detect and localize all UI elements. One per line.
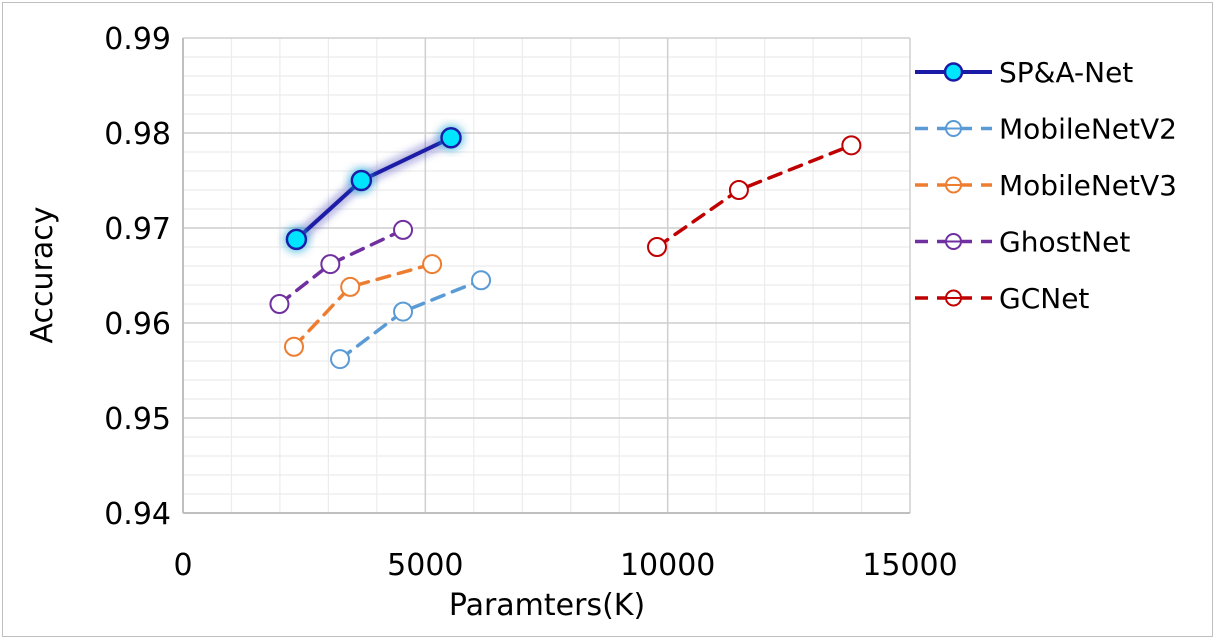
series-line-sp-a-net xyxy=(294,135,454,242)
legend-entry-ghostnet: GhostNet xyxy=(915,226,1130,259)
data-point-sp-a-net xyxy=(285,228,308,251)
data-point-mobilenetv3 xyxy=(283,336,304,357)
grid xyxy=(182,37,911,514)
legend-label: GCNet xyxy=(999,282,1089,315)
series-mobilenetv2 xyxy=(330,270,492,370)
legend-entry-sp-a-net: SP&A-Net xyxy=(915,56,1133,89)
data-point-gcnet xyxy=(647,237,668,257)
legend-label: GhostNet xyxy=(999,226,1130,259)
series-sp-a-net xyxy=(285,127,462,251)
data-point-ghostnet xyxy=(393,219,414,240)
x-tick-label: 5000 xyxy=(387,548,463,583)
tick-labels: 0.94 0.95 0.96 0.97 0.98 0.99 0 5000 10000 15000 xyxy=(104,22,958,583)
data-point-sp-a-net xyxy=(350,169,373,192)
x-axis-title: Paramters(K) xyxy=(449,588,645,623)
legend-entry-gcnet: GCNet xyxy=(915,282,1089,315)
y-tick-label: 0.99 xyxy=(104,22,171,57)
data-point-gcnet xyxy=(841,135,862,156)
legend-label: MobileNetV2 xyxy=(999,113,1177,146)
x-tick-label: 0 xyxy=(173,548,192,583)
series-line-gcnet xyxy=(655,143,854,249)
legend-label: SP&A-Net xyxy=(999,56,1133,89)
series-ghostnet xyxy=(269,219,414,314)
x-tick-label: 10000 xyxy=(620,548,715,583)
data-point-mobilenetv3 xyxy=(340,276,361,297)
series-line-mobilenetv3 xyxy=(292,262,434,349)
series-gcnet xyxy=(647,135,862,257)
y-tick-label: 0.97 xyxy=(104,212,171,247)
y-tick-label: 0.94 xyxy=(104,497,171,532)
x-tick-label: 15000 xyxy=(862,548,957,583)
y-tick-label: 0.98 xyxy=(104,117,171,152)
data-point-ghostnet xyxy=(320,254,341,275)
data-point-mobilenetv3 xyxy=(422,254,443,275)
legend-entry-mobilenetv3: MobileNetV3 xyxy=(915,169,1177,202)
series-layer xyxy=(269,127,862,370)
data-point-ghostnet xyxy=(269,294,290,314)
legend-swatch-marker xyxy=(943,62,964,82)
data-point-sp-a-net xyxy=(440,127,462,149)
data-point-mobilenetv2 xyxy=(471,270,492,291)
series-mobilenetv3 xyxy=(283,254,443,357)
data-point-gcnet xyxy=(728,180,749,200)
y-tick-label: 0.96 xyxy=(104,307,171,342)
y-tick-label: 0.95 xyxy=(104,402,171,437)
legend-label: MobileNetV3 xyxy=(999,169,1177,202)
axes xyxy=(182,38,910,514)
series-line-mobilenetv2 xyxy=(338,278,483,361)
legend-entry-mobilenetv2: MobileNetV2 xyxy=(915,113,1177,146)
legend: SP&A-Net MobileNetV2 MobileNetV3 GhostNet GC… xyxy=(915,56,1177,315)
y-axis-title: Accuracy xyxy=(25,207,60,344)
data-point-mobilenetv2 xyxy=(393,301,414,322)
data-point-mobilenetv2 xyxy=(330,349,351,370)
